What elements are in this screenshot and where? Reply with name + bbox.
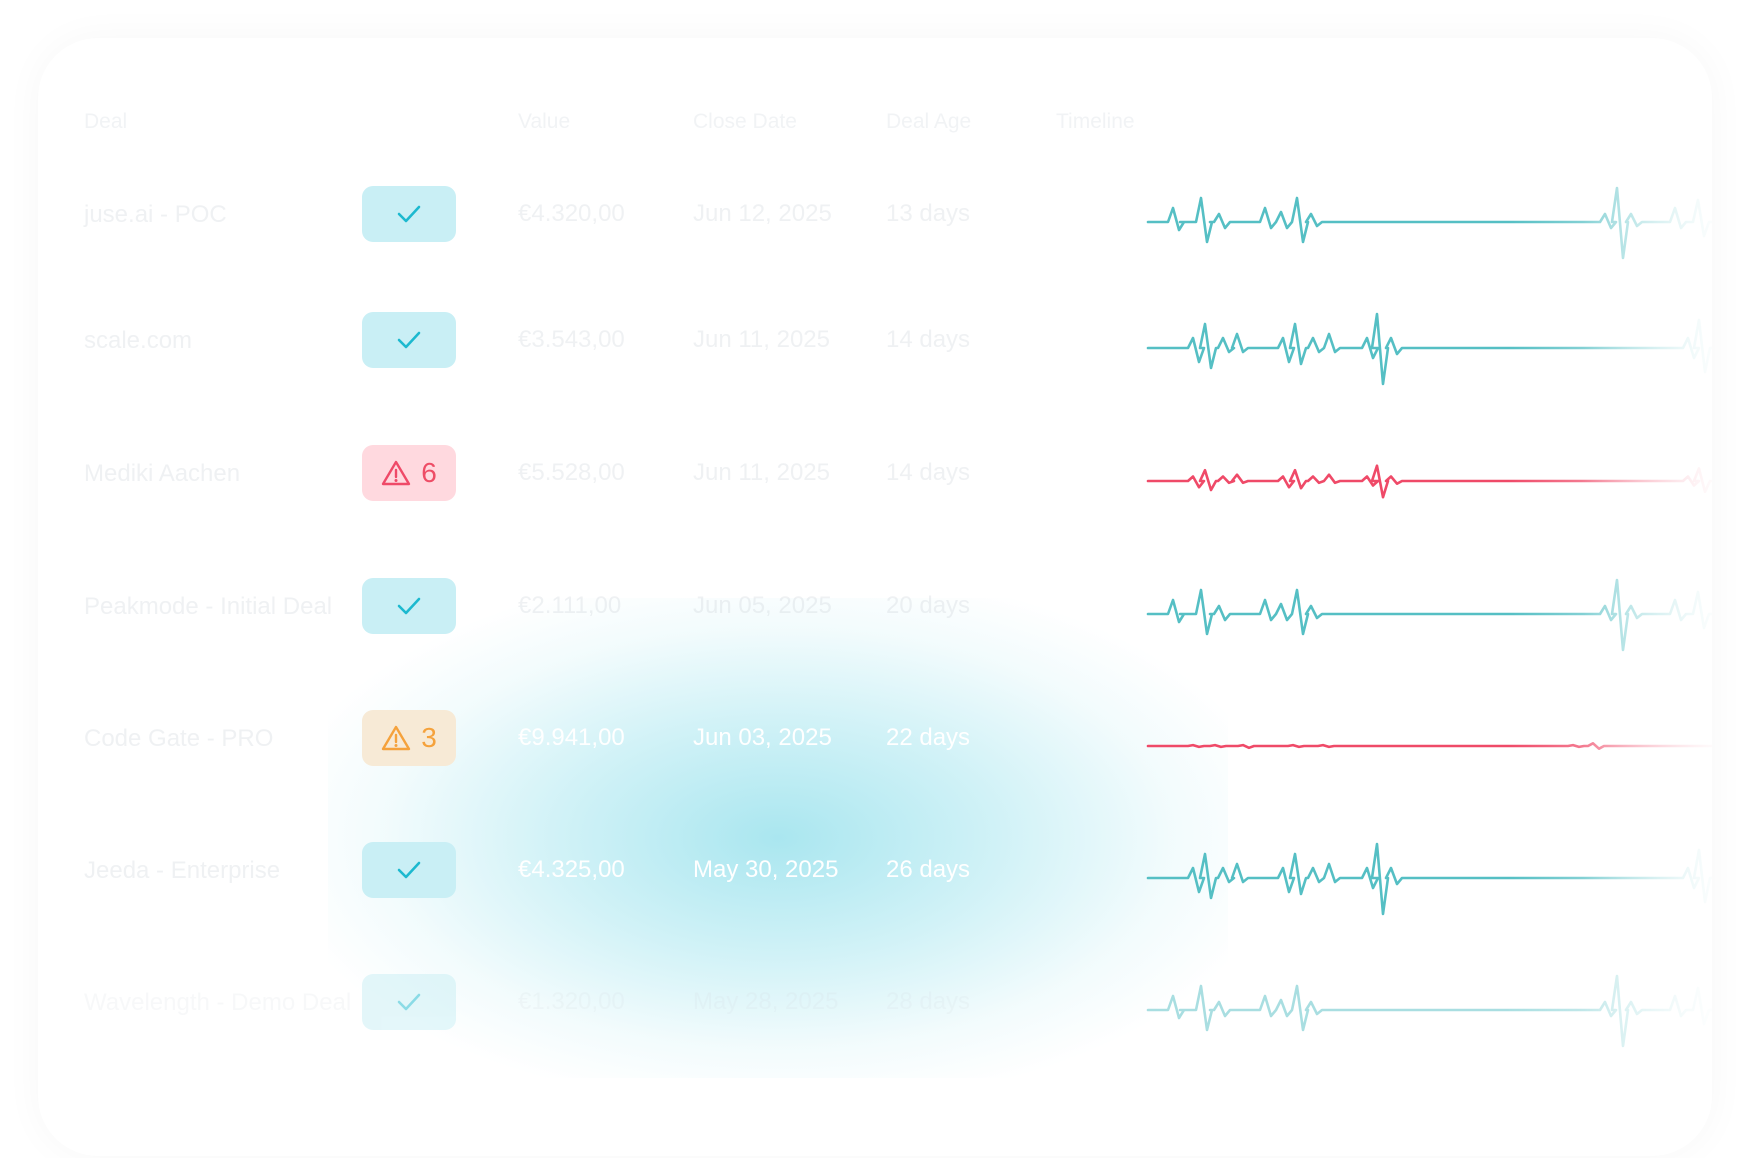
close-date: Jun 11, 2025 xyxy=(693,326,831,353)
status-badge-ok[interactable] xyxy=(362,974,456,1030)
table-row[interactable]: juse.ai - POC €4.320,00 Jun 12, 2025 13 day… xyxy=(38,174,1712,274)
warning-triangle-icon xyxy=(381,724,411,752)
deal-value: €2.111,00 xyxy=(518,592,622,619)
timeline-sparkline xyxy=(1146,436,1712,526)
issue-count: 3 xyxy=(421,722,437,753)
deal-value: €4.320,00 xyxy=(518,200,625,227)
check-icon xyxy=(396,992,422,1012)
deal-value: €4.325,00 xyxy=(518,856,625,883)
issue-count: 6 xyxy=(421,457,437,488)
deal-name[interactable]: Peakmode - Initial Deal xyxy=(84,593,333,620)
column-header-close-date[interactable]: Close Date xyxy=(693,110,797,133)
deal-age: 14 days xyxy=(886,459,971,486)
close-date: May 30, 2025 xyxy=(693,856,839,883)
deal-name[interactable]: Mediki Aachen xyxy=(84,460,241,487)
deal-value: €5.528,00 xyxy=(518,459,625,486)
timeline-sparkline xyxy=(1146,965,1712,1055)
column-header-deal[interactable]: Deal xyxy=(84,110,128,133)
timeline-sparkline xyxy=(1146,833,1712,923)
deal-age: 26 days xyxy=(886,856,971,883)
deal-value: €1.320,00 xyxy=(518,988,625,1015)
deals-table-card: Deal Value Close Date Deal Age Timeline … xyxy=(38,38,1712,1156)
table-row[interactable]: Jeeda - Enterprise €4.325,00 May 30, 2025 2… xyxy=(38,830,1712,930)
deal-value: €3.543,00 xyxy=(518,326,625,353)
close-date: Jun 03, 2025 xyxy=(693,724,832,751)
timeline-sparkline xyxy=(1146,177,1712,267)
status-badge-ok[interactable] xyxy=(362,842,456,898)
deal-name[interactable]: Wavelength - Demo Deal xyxy=(84,989,352,1016)
column-header-value[interactable]: Value xyxy=(518,110,571,133)
column-header-timeline[interactable]: Timeline xyxy=(1056,110,1135,133)
close-date: Jun 12, 2025 xyxy=(693,200,832,227)
deal-age: 13 days xyxy=(886,200,971,227)
deal-age: 20 days xyxy=(886,592,971,619)
status-badge-ok[interactable] xyxy=(362,186,456,242)
timeline-sparkline xyxy=(1146,303,1712,393)
status-badge-ok[interactable] xyxy=(362,578,456,634)
deal-age: 22 days xyxy=(886,724,971,751)
check-icon xyxy=(396,204,422,224)
check-icon xyxy=(396,860,422,880)
table-row[interactable]: Peakmode - Initial Deal €2.111,00 Jun 05, … xyxy=(38,566,1712,666)
close-date: Jun 11, 2025 xyxy=(693,459,831,486)
deal-age: 14 days xyxy=(886,326,971,353)
status-badge-warning[interactable]: 3 xyxy=(362,710,456,766)
deal-age: 28 days xyxy=(886,988,971,1015)
table-row[interactable]: Wavelength - Demo Deal €1.320,00 May 28, 2… xyxy=(38,962,1712,1062)
status-badge-error[interactable]: 6 xyxy=(362,445,456,501)
timeline-sparkline xyxy=(1146,569,1712,659)
status-badge-ok[interactable] xyxy=(362,312,456,368)
deal-name[interactable]: juse.ai - POC xyxy=(84,201,227,228)
deal-value: €9.941,00 xyxy=(518,724,625,751)
deal-name[interactable]: Jeeda - Enterprise xyxy=(84,857,281,884)
check-icon xyxy=(396,330,422,350)
check-icon xyxy=(396,596,422,616)
deal-name[interactable]: Code Gate - PRO xyxy=(84,725,274,752)
table-row[interactable]: scale.com €3.543,00 Jun 11, 2025 14 days xyxy=(38,300,1712,400)
column-header-deal-age[interactable]: Deal Age xyxy=(886,110,972,133)
table-row[interactable]: Mediki Aachen 6 €5.528,00 Jun 11, 2025 14 da… xyxy=(38,433,1712,533)
timeline-sparkline xyxy=(1146,701,1712,791)
close-date: May 28, 2025 xyxy=(693,988,839,1015)
deal-name[interactable]: scale.com xyxy=(84,327,193,354)
warning-triangle-icon xyxy=(381,459,411,487)
table-row[interactable]: Code Gate - PRO 3 €9.941,00 Jun 03, 2025 22 … xyxy=(38,698,1712,798)
close-date: Jun 05, 2025 xyxy=(693,592,832,619)
